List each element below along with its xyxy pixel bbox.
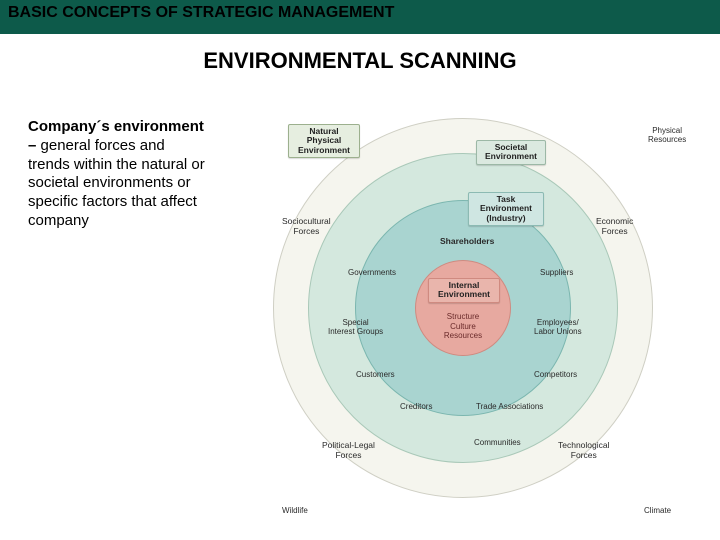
banner-title: BASIC CONCEPTS OF STRATEGIC MANAGEMENT bbox=[8, 4, 394, 22]
societal-label-2: Political-LegalForces bbox=[322, 440, 375, 460]
sidebar-paragraph: Company´s environment – general forces a… bbox=[28, 118, 208, 231]
societal-label-0: SocioculturalForces bbox=[282, 216, 331, 236]
societal-label-1: EconomicForces bbox=[596, 216, 633, 236]
natural-label-1: Wildlife bbox=[282, 506, 308, 515]
internal-structure-text: StructureCultureResources bbox=[423, 312, 503, 341]
task-label-6: Competitors bbox=[534, 370, 577, 379]
task-label-8: Trade Associations bbox=[476, 402, 543, 411]
natural-label-0: PhysicalResources bbox=[648, 126, 686, 144]
task-label-1: Governments bbox=[348, 268, 396, 277]
box-societal: SocietalEnvironment bbox=[476, 140, 546, 165]
task-label-0: Shareholders bbox=[440, 236, 494, 246]
header-banner: BASIC CONCEPTS OF STRATEGIC MANAGEMENT bbox=[0, 0, 720, 34]
page-title: ENVIRONMENTAL SCANNING bbox=[0, 48, 720, 74]
societal-label-3: TechnologicalForces bbox=[558, 440, 610, 460]
environment-diagram: NaturalPhysicalEnvironment SocietalEnviro… bbox=[228, 108, 698, 528]
task-label-3: SpecialInterest Groups bbox=[328, 318, 383, 336]
task-label-4: Employees/Labor Unions bbox=[534, 318, 582, 336]
task-label-2: Suppliers bbox=[540, 268, 573, 277]
box-natural: NaturalPhysicalEnvironment bbox=[288, 124, 360, 158]
natural-label-2: Climate bbox=[644, 506, 671, 515]
task-label-5: Customers bbox=[356, 370, 395, 379]
ring-3 bbox=[415, 260, 511, 356]
societal-label-4: Communities bbox=[474, 438, 521, 447]
box-task: TaskEnvironment(Industry) bbox=[468, 192, 544, 226]
sidebar-rest: general forces and trends within the nat… bbox=[28, 137, 205, 229]
task-label-7: Creditors bbox=[400, 402, 432, 411]
box-internal: InternalEnvironment bbox=[428, 278, 500, 303]
